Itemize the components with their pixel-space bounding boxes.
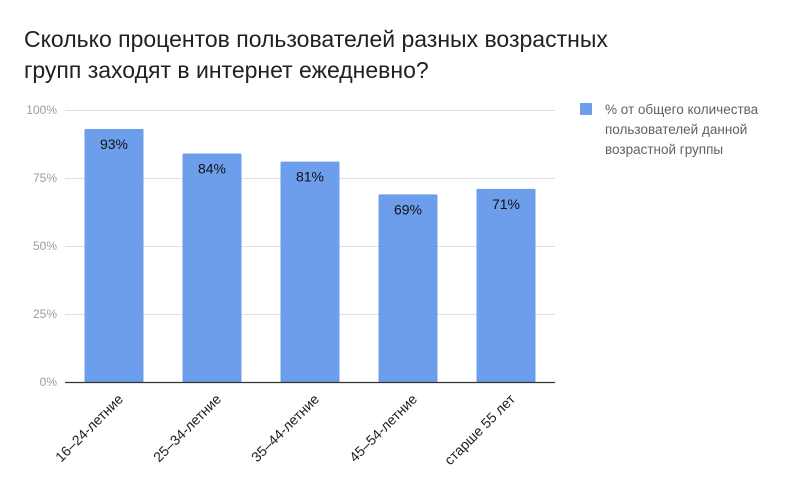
- data-label: 84%: [198, 161, 226, 177]
- y-tick-label: 75%: [33, 171, 57, 185]
- data-labels: 93% 84% 81% 69% 71%: [100, 136, 520, 217]
- bar: [84, 129, 144, 382]
- bars: [84, 129, 536, 382]
- data-label: 81%: [296, 169, 324, 185]
- x-tick-label: 25–34-летние: [150, 391, 224, 465]
- y-tick-label: 100%: [26, 103, 57, 117]
- x-tick-label: старше 55 лет: [441, 390, 519, 468]
- bar: [476, 188, 536, 382]
- y-tick-label: 0%: [40, 375, 58, 389]
- x-tick-label: 16–24-летние: [52, 391, 126, 465]
- data-label: 93%: [100, 136, 128, 152]
- legend: % от общего количества пользователей дан…: [580, 100, 795, 160]
- legend-swatch: [580, 103, 592, 115]
- x-tick-label: 35–44-летние: [248, 391, 322, 465]
- x-tick-label: 45–54-летние: [346, 391, 420, 465]
- bar: [280, 161, 340, 382]
- y-tick-label: 50%: [33, 239, 57, 253]
- legend-label: % от общего количества пользователей дан…: [605, 102, 759, 157]
- y-axis-tick-labels: 0% 25% 50% 75% 100%: [26, 103, 57, 389]
- data-label: 71%: [492, 196, 520, 212]
- bar: [182, 153, 242, 382]
- x-axis-tick-labels: 16–24-летние 25–34-летние 35–44-летние 45–5…: [52, 390, 519, 468]
- data-label: 69%: [394, 201, 422, 217]
- chart-title: Сколько процентов пользователей разных в…: [24, 26, 608, 83]
- bar: [378, 194, 438, 382]
- y-tick-label: 25%: [33, 307, 57, 321]
